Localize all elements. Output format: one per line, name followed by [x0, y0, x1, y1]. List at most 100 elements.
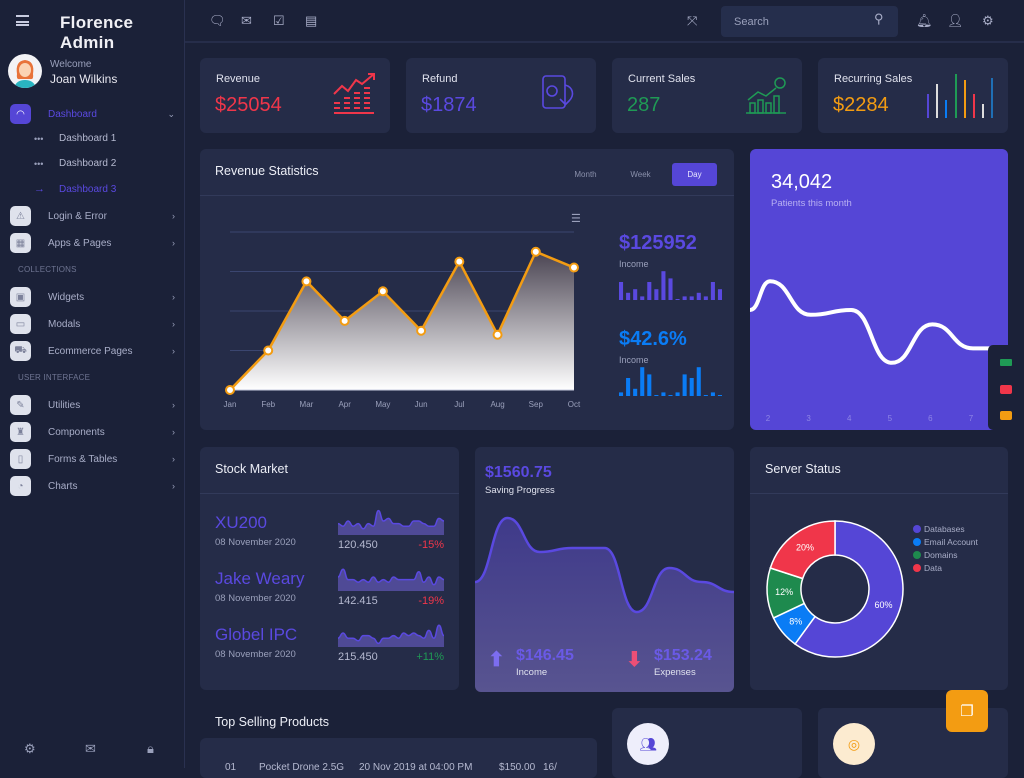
income-bar	[689, 378, 694, 396]
user-name: Joan Wilkins	[50, 72, 118, 86]
income-value-1: $125952	[619, 232, 697, 254]
income-label: Income	[516, 667, 548, 678]
sidebar-item-modals[interactable]: ▭ Modals ›	[10, 313, 175, 335]
legend-swatch	[913, 537, 921, 546]
stock-row[interactable]: XU200 08 November 2020 120.450 -15%	[200, 509, 459, 563]
sidebar-item-components[interactable]: ♜ Components ›	[10, 421, 175, 443]
sparkline-area	[338, 510, 444, 535]
legend-item[interactable]: Databases	[913, 522, 978, 535]
stat-label: Current Sales	[628, 73, 696, 85]
sidebar-item-label: Modals	[48, 318, 81, 330]
income-bar	[619, 392, 624, 396]
search-input[interactable]	[721, 6, 898, 37]
income-bar	[682, 374, 687, 396]
sidebar-item-dashboard[interactable]: ◠ Dashboard ⌄	[10, 103, 175, 125]
x-tick-label: 7	[969, 414, 974, 423]
expense-label: Expenses	[654, 667, 696, 678]
sidebar-item-charts[interactable]: ◔ Charts ›	[10, 475, 175, 497]
income-label-2: Income	[619, 355, 649, 365]
divider	[200, 195, 734, 196]
income-bar	[619, 282, 624, 300]
income-bar	[717, 289, 722, 300]
x-tick-label: May	[375, 400, 390, 409]
welcome-label: Welcome	[50, 59, 92, 70]
tab-day[interactable]: Day	[672, 163, 717, 186]
tab-month[interactable]: Month	[574, 170, 597, 179]
stock-row[interactable]: Globel IPC 08 November 2020 215.450 +11%	[200, 624, 459, 675]
sidebar-item-utilities[interactable]: ✎ Utilities ›	[10, 394, 175, 416]
saving-value: $1560.75	[485, 464, 552, 481]
income-bar	[661, 392, 666, 396]
image-icon[interactable]	[1000, 385, 1012, 394]
checkbox-icon[interactable]: ☑	[273, 13, 285, 28]
revenue-statistics-card: Revenue Statistics Month Week Day ☰ Jan F…	[200, 149, 734, 430]
sidebar-item-ecommerce[interactable]: ⛟ Ecommerce Pages ›	[10, 340, 175, 362]
sidebar-subitem-dashboard-1[interactable]: ••• Dashboard 1	[34, 133, 116, 144]
bell-icon[interactable]: 🔔︎	[916, 13, 933, 28]
stock-name: Jake Weary	[215, 569, 305, 588]
legend-item[interactable]: Email Account	[913, 535, 978, 548]
chat-fab-button[interactable]: ❐	[946, 690, 988, 732]
menu-toggle-icon[interactable]	[16, 15, 29, 26]
chart-legend: Databases Email Account Domains Data	[913, 522, 978, 574]
calendar-icon[interactable]: ▤	[305, 13, 318, 28]
subitem-label: Dashboard 3	[59, 183, 117, 195]
sidebar-item-forms-tables[interactable]: ▯ Forms & Tables ›	[10, 448, 175, 470]
settings-icon[interactable]: ⚙	[24, 741, 36, 756]
income-bar	[626, 292, 631, 300]
x-tick-label: 6	[928, 414, 933, 423]
sidebar-item-apps-pages[interactable]: ▦ Apps & Pages ›	[10, 232, 175, 254]
section-title: Top Selling Products	[215, 715, 329, 729]
stock-sparkline	[338, 624, 445, 647]
growth-chart-icon	[333, 73, 375, 114]
money-icon[interactable]	[1000, 359, 1012, 366]
income-bar	[710, 282, 715, 300]
chat-icon[interactable]: 🗨︎	[209, 13, 226, 28]
income-bar	[640, 367, 645, 396]
user-icon[interactable]: 👤︎	[947, 13, 964, 28]
fullscreen-icon[interactable]: ⤧	[687, 13, 698, 28]
search-icon[interactable]: ⚲	[874, 11, 884, 26]
data-point	[454, 256, 465, 267]
mail-icon[interactable]: ✉	[241, 13, 252, 28]
stock-market-card: Stock Market XU200 08 November 2020 120.…	[200, 447, 459, 690]
avatar[interactable]	[8, 54, 42, 88]
sidebar-subitem-dashboard-2[interactable]: ••• Dashboard 2	[34, 158, 116, 169]
tab-week[interactable]: Week	[630, 170, 651, 179]
sidebar-item-widgets[interactable]: ▣ Widgets ›	[10, 286, 175, 308]
bars-icon	[927, 74, 993, 118]
data-point	[569, 262, 579, 273]
chevron-right-icon: ›	[172, 427, 175, 437]
slice-label: 8%	[789, 617, 802, 627]
data-point	[492, 329, 503, 340]
stock-change: -19%	[418, 595, 444, 607]
legend-label: Domains	[924, 549, 958, 560]
file-icon: ▯	[10, 449, 31, 469]
sidebar-item-login-error[interactable]: ⚠ Login & Error ›	[10, 205, 175, 227]
users-icon: 👥︎	[627, 723, 669, 765]
legend-item[interactable]: Domains	[913, 548, 978, 561]
sidebar-item-label: Charts	[48, 480, 78, 492]
slice-label: 60%	[874, 600, 892, 610]
stock-row[interactable]: Jake Weary 08 November 2020 142.415 -19%	[200, 568, 459, 619]
x-tick-label: 4	[847, 414, 852, 423]
saving-label: Saving Progress	[485, 485, 555, 496]
chat-bubbles-icon[interactable]	[1000, 411, 1012, 420]
widget-icon: ▣	[10, 287, 31, 307]
stat-label: Recurring Sales	[834, 73, 913, 85]
chevron-right-icon: ›	[172, 238, 175, 248]
stock-change: +11%	[416, 651, 444, 663]
settings-icon[interactable]: ⚙	[982, 13, 994, 28]
lock-icon[interactable]: 🔒︎	[147, 741, 154, 756]
chart-menu-icon[interactable]: ☰	[571, 213, 581, 225]
legend-swatch	[913, 524, 921, 533]
chevron-right-icon: ›	[172, 400, 175, 410]
sidebar-item-label: Utilities	[48, 399, 81, 411]
mail-icon[interactable]: ✉	[85, 741, 96, 756]
income-bar	[633, 289, 638, 300]
income-label-1: Income	[619, 259, 649, 269]
legend-item[interactable]: Data	[913, 561, 978, 574]
stock-sparkline	[338, 509, 445, 535]
sidebar-subitem-dashboard-3[interactable]: → Dashboard 3	[34, 183, 116, 195]
stat-card-refund: Refund $1874	[406, 58, 596, 133]
